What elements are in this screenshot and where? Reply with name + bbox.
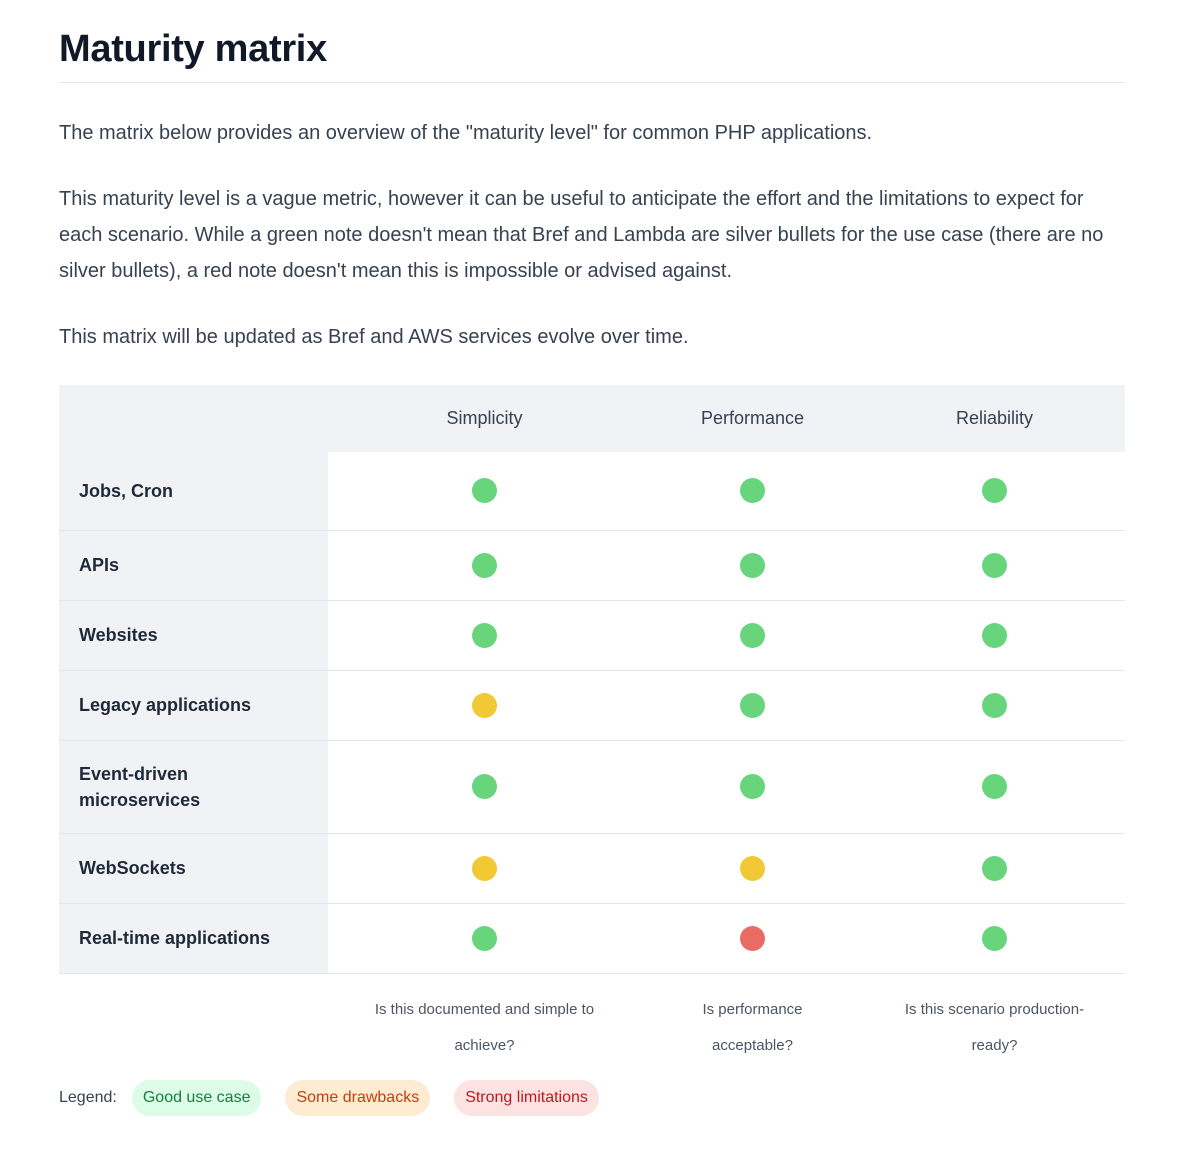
table-row: Real-time applications	[59, 903, 1125, 973]
row-label-websites: Websites	[59, 600, 328, 670]
rating-cell	[864, 833, 1125, 903]
rating-dot	[472, 478, 497, 504]
rating-dot	[472, 692, 497, 718]
rating-cell	[328, 903, 641, 973]
rating-dot	[982, 478, 1007, 504]
row-label-event-driven-microservices: Event-driven microservices	[59, 740, 328, 833]
row-label-jobs-cron: Jobs, Cron	[59, 452, 328, 530]
table-row: Jobs, Cron	[59, 452, 1125, 530]
rating-cell	[864, 600, 1125, 670]
title-divider	[59, 82, 1125, 83]
rating-dot	[472, 855, 497, 881]
rating-dot	[982, 622, 1007, 648]
table-row: Event-driven microservices	[59, 740, 1125, 833]
legend-strong-limitations: Strong limitations	[454, 1080, 599, 1116]
column-header-performance: Performance	[641, 385, 864, 452]
rating-cell	[864, 740, 1125, 833]
rating-dot	[982, 692, 1007, 718]
table-row: Websites	[59, 600, 1125, 670]
rating-cell	[641, 530, 864, 600]
rating-cell	[328, 670, 641, 740]
column-header-reliability: Reliability	[864, 385, 1125, 452]
rating-cell	[641, 833, 864, 903]
rating-dot	[740, 552, 765, 578]
rating-cell	[864, 670, 1125, 740]
legend: Legend: Good use case Some drawbacks Str…	[59, 1080, 623, 1116]
header-corner-cell	[59, 385, 328, 452]
rating-dot	[982, 552, 1007, 578]
rating-dot	[982, 774, 1007, 799]
rating-dot	[472, 552, 497, 578]
page-title: Maturity matrix	[59, 28, 327, 70]
rating-cell	[328, 740, 641, 833]
rating-cell	[328, 833, 641, 903]
row-label-legacy-applications: Legacy applications	[59, 670, 328, 740]
rating-dot	[472, 925, 497, 951]
rating-dot	[740, 622, 765, 648]
footnote-empty-cell	[59, 973, 328, 1064]
rating-dot	[982, 925, 1007, 951]
rating-cell	[864, 903, 1125, 973]
table-header-row: Simplicity Performance Reliability	[59, 385, 1125, 452]
column-header-simplicity: Simplicity	[328, 385, 641, 452]
table-row: WebSockets	[59, 833, 1125, 903]
intro-paragraph: The matrix below provides an overview of…	[59, 122, 873, 144]
legend-good-use-case: Good use case	[131, 1080, 262, 1116]
table-row: Legacy applications	[59, 670, 1125, 740]
footnote-simplicity: Is this documented and simple to achieve…	[374, 1000, 595, 1054]
footnote-reliability: Is this scenario production-ready?	[904, 1000, 1085, 1054]
row-label-apis: APIs	[59, 530, 328, 600]
update-note-paragraph: This matrix will be updated as Bref and …	[59, 326, 689, 348]
rating-cell	[328, 530, 641, 600]
rating-dot	[740, 692, 765, 718]
legend-some-drawbacks: Some drawbacks	[285, 1080, 431, 1116]
rating-dot	[982, 855, 1007, 881]
rating-cell	[641, 452, 864, 530]
row-label-real-time-applications: Real-time applications	[59, 903, 328, 973]
rating-cell	[641, 600, 864, 670]
footnote-row: Is this documented and simple to achieve…	[59, 973, 1125, 1064]
rating-dot	[472, 622, 497, 648]
row-label-websockets: WebSockets	[59, 833, 328, 903]
table-row: APIs	[59, 530, 1125, 600]
rating-cell	[328, 452, 641, 530]
rating-dot	[740, 774, 765, 799]
rating-cell	[641, 670, 864, 740]
rating-dot	[740, 925, 765, 951]
rating-cell	[864, 452, 1125, 530]
rating-cell	[641, 903, 864, 973]
legend-label: Legend:	[59, 1089, 117, 1106]
maturity-table: Simplicity Performance Reliability Jobs,…	[59, 385, 1125, 1064]
rating-cell	[328, 600, 641, 670]
rating-dot	[740, 855, 765, 881]
footnote-performance: Is performance acceptable?	[702, 1000, 803, 1054]
rating-dot	[740, 478, 765, 504]
rating-dot	[472, 774, 497, 799]
rating-cell	[864, 530, 1125, 600]
rating-cell	[641, 740, 864, 833]
maturity-description-paragraph: This maturity level is a vague metric, h…	[59, 188, 1104, 282]
